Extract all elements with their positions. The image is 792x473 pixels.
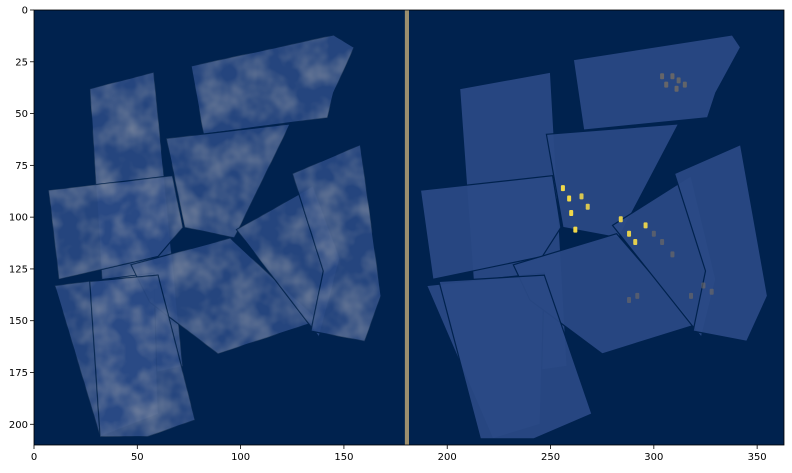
x-tick-label: 50	[131, 452, 144, 463]
y-tick-label: 50	[15, 109, 28, 120]
highlight-cell	[670, 251, 675, 258]
x-tick-label: 250	[541, 452, 560, 463]
highlight-cell	[569, 210, 574, 216]
highlight-4	[579, 193, 590, 210]
highlight-cell	[618, 216, 623, 223]
highlight-7	[627, 292, 640, 303]
highlight-5	[618, 216, 648, 245]
tile-texture-left-3	[166, 123, 291, 238]
highlight-cell	[664, 81, 669, 88]
y-tick-label: 0	[22, 6, 28, 17]
highlight-cell	[560, 185, 565, 192]
tile-texture-left-8	[292, 144, 382, 342]
tile-right-9	[438, 274, 593, 440]
y-tick-label: 100	[9, 213, 28, 224]
highlight-cell	[660, 73, 665, 80]
tile-right-4	[419, 175, 562, 281]
x-tick-label: 150	[334, 452, 353, 463]
highlight-cell	[670, 73, 675, 80]
tile-texture-left-4	[48, 175, 183, 280]
highlight-cell	[635, 292, 640, 299]
highlight-cell	[579, 193, 584, 200]
plot-frame	[33, 9, 785, 446]
tile-right-8	[673, 143, 769, 343]
y-tick-label: 150	[9, 316, 28, 327]
y-tick-label: 200	[9, 420, 28, 431]
panel-right	[419, 34, 769, 440]
tile-texture-left-9	[89, 275, 196, 437]
highlight-cell	[567, 195, 572, 202]
highlight-cell	[674, 85, 679, 92]
y-tick-label: 75	[15, 161, 28, 172]
highlight-cell	[701, 282, 706, 289]
x-tick-label: 0	[31, 452, 37, 463]
highlight-cell	[682, 81, 687, 88]
x-tick-label: 100	[231, 452, 250, 463]
tile-texture-left-6	[131, 237, 320, 354]
separator-band	[404, 10, 409, 445]
highlight-cell	[585, 203, 590, 210]
highlight-3	[560, 185, 578, 233]
tile-texture-left-2	[191, 34, 355, 135]
y-tick-label: 125	[9, 264, 28, 275]
highlight-6	[651, 230, 675, 258]
panel-left	[47, 34, 382, 438]
y-tick-label: 25	[15, 57, 28, 68]
highlight-cell	[643, 222, 648, 229]
highlight-cell	[573, 226, 578, 233]
tile-right-2	[572, 34, 742, 131]
highlight-cell	[633, 239, 638, 245]
y-tick-label: 175	[9, 368, 28, 379]
highlight-1	[660, 73, 679, 92]
x-tick-label: 350	[748, 452, 767, 463]
x-tick-label: 300	[644, 452, 663, 463]
highlight-cell	[627, 297, 632, 303]
highlight-cell	[660, 239, 665, 245]
x-tick-label: 200	[438, 452, 457, 463]
highlight-cell	[709, 288, 714, 295]
highlight-2	[676, 77, 687, 88]
highlight-cell	[627, 230, 632, 237]
highlight-cell	[689, 292, 694, 299]
highlight-cell	[676, 77, 681, 84]
highlight-8	[689, 282, 714, 299]
highlight-cell	[651, 230, 656, 237]
